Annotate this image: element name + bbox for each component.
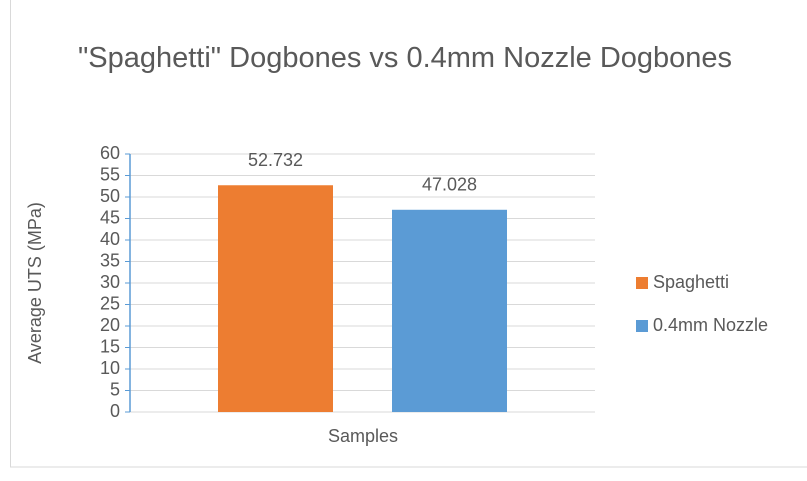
chart-title: "Spaghetti" Dogbones vs 0.4mm Nozzle Dog… <box>77 42 733 74</box>
y-tick-label: 15 <box>100 336 120 356</box>
y-axis-label: Average UTS (MPa) <box>25 202 45 364</box>
y-tick-label: 55 <box>100 164 120 184</box>
bar <box>392 209 507 412</box>
y-tick-label: 0 <box>110 401 120 421</box>
y-tick-label: 45 <box>100 207 120 227</box>
y-tick-label: 10 <box>100 358 120 378</box>
legend-swatch <box>636 320 648 332</box>
x-tick-label: Samples <box>328 426 398 446</box>
chart-border <box>10 0 807 468</box>
legend-label: Spaghetti <box>653 272 729 292</box>
bar <box>218 185 333 412</box>
data-label: 47.028 <box>422 175 477 195</box>
y-tick-label: 25 <box>100 293 120 313</box>
legend-label: 0.4mm Nozzle <box>653 315 768 335</box>
y-tick-label: 60 <box>100 143 120 163</box>
y-tick-label: 50 <box>100 186 120 206</box>
y-tick-label: 30 <box>100 272 120 292</box>
data-label: 52.732 <box>248 150 303 170</box>
y-tick-label: 35 <box>100 250 120 270</box>
y-tick-label: 40 <box>100 229 120 249</box>
y-tick-label: 5 <box>110 379 120 399</box>
legend-swatch <box>636 277 648 289</box>
y-tick-label: 20 <box>100 315 120 335</box>
